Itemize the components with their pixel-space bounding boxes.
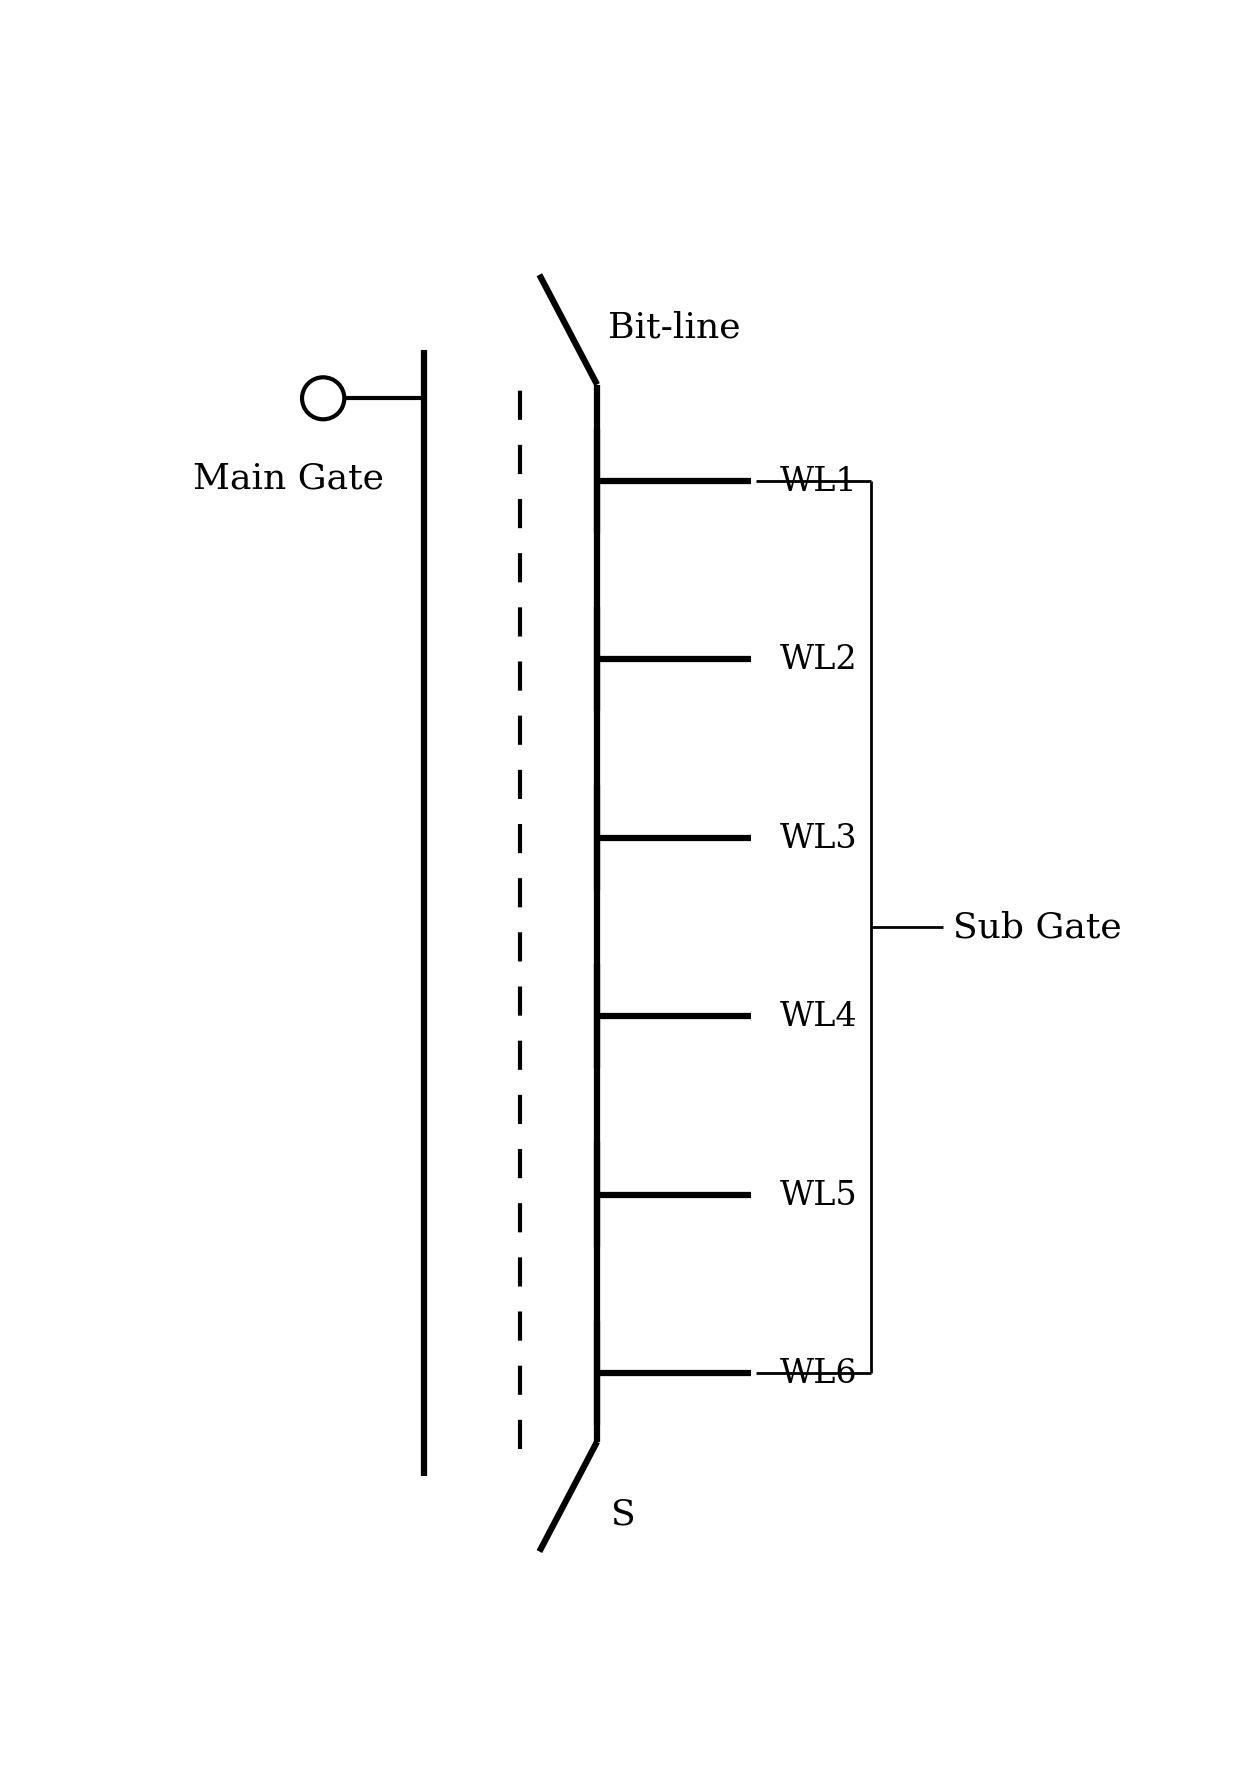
Text: WL3: WL3	[780, 822, 857, 854]
Text: Main Gate: Main Gate	[193, 462, 384, 495]
Text: WL5: WL5	[780, 1180, 857, 1212]
Text: WL1: WL1	[780, 465, 857, 497]
Text: Sub Gate: Sub Gate	[952, 911, 1121, 944]
Text: WL6: WL6	[780, 1358, 857, 1390]
Text: WL2: WL2	[780, 643, 857, 675]
Text: WL4: WL4	[780, 1000, 857, 1032]
Text: S: S	[611, 1497, 636, 1531]
Text: Bit-line: Bit-line	[608, 310, 740, 344]
